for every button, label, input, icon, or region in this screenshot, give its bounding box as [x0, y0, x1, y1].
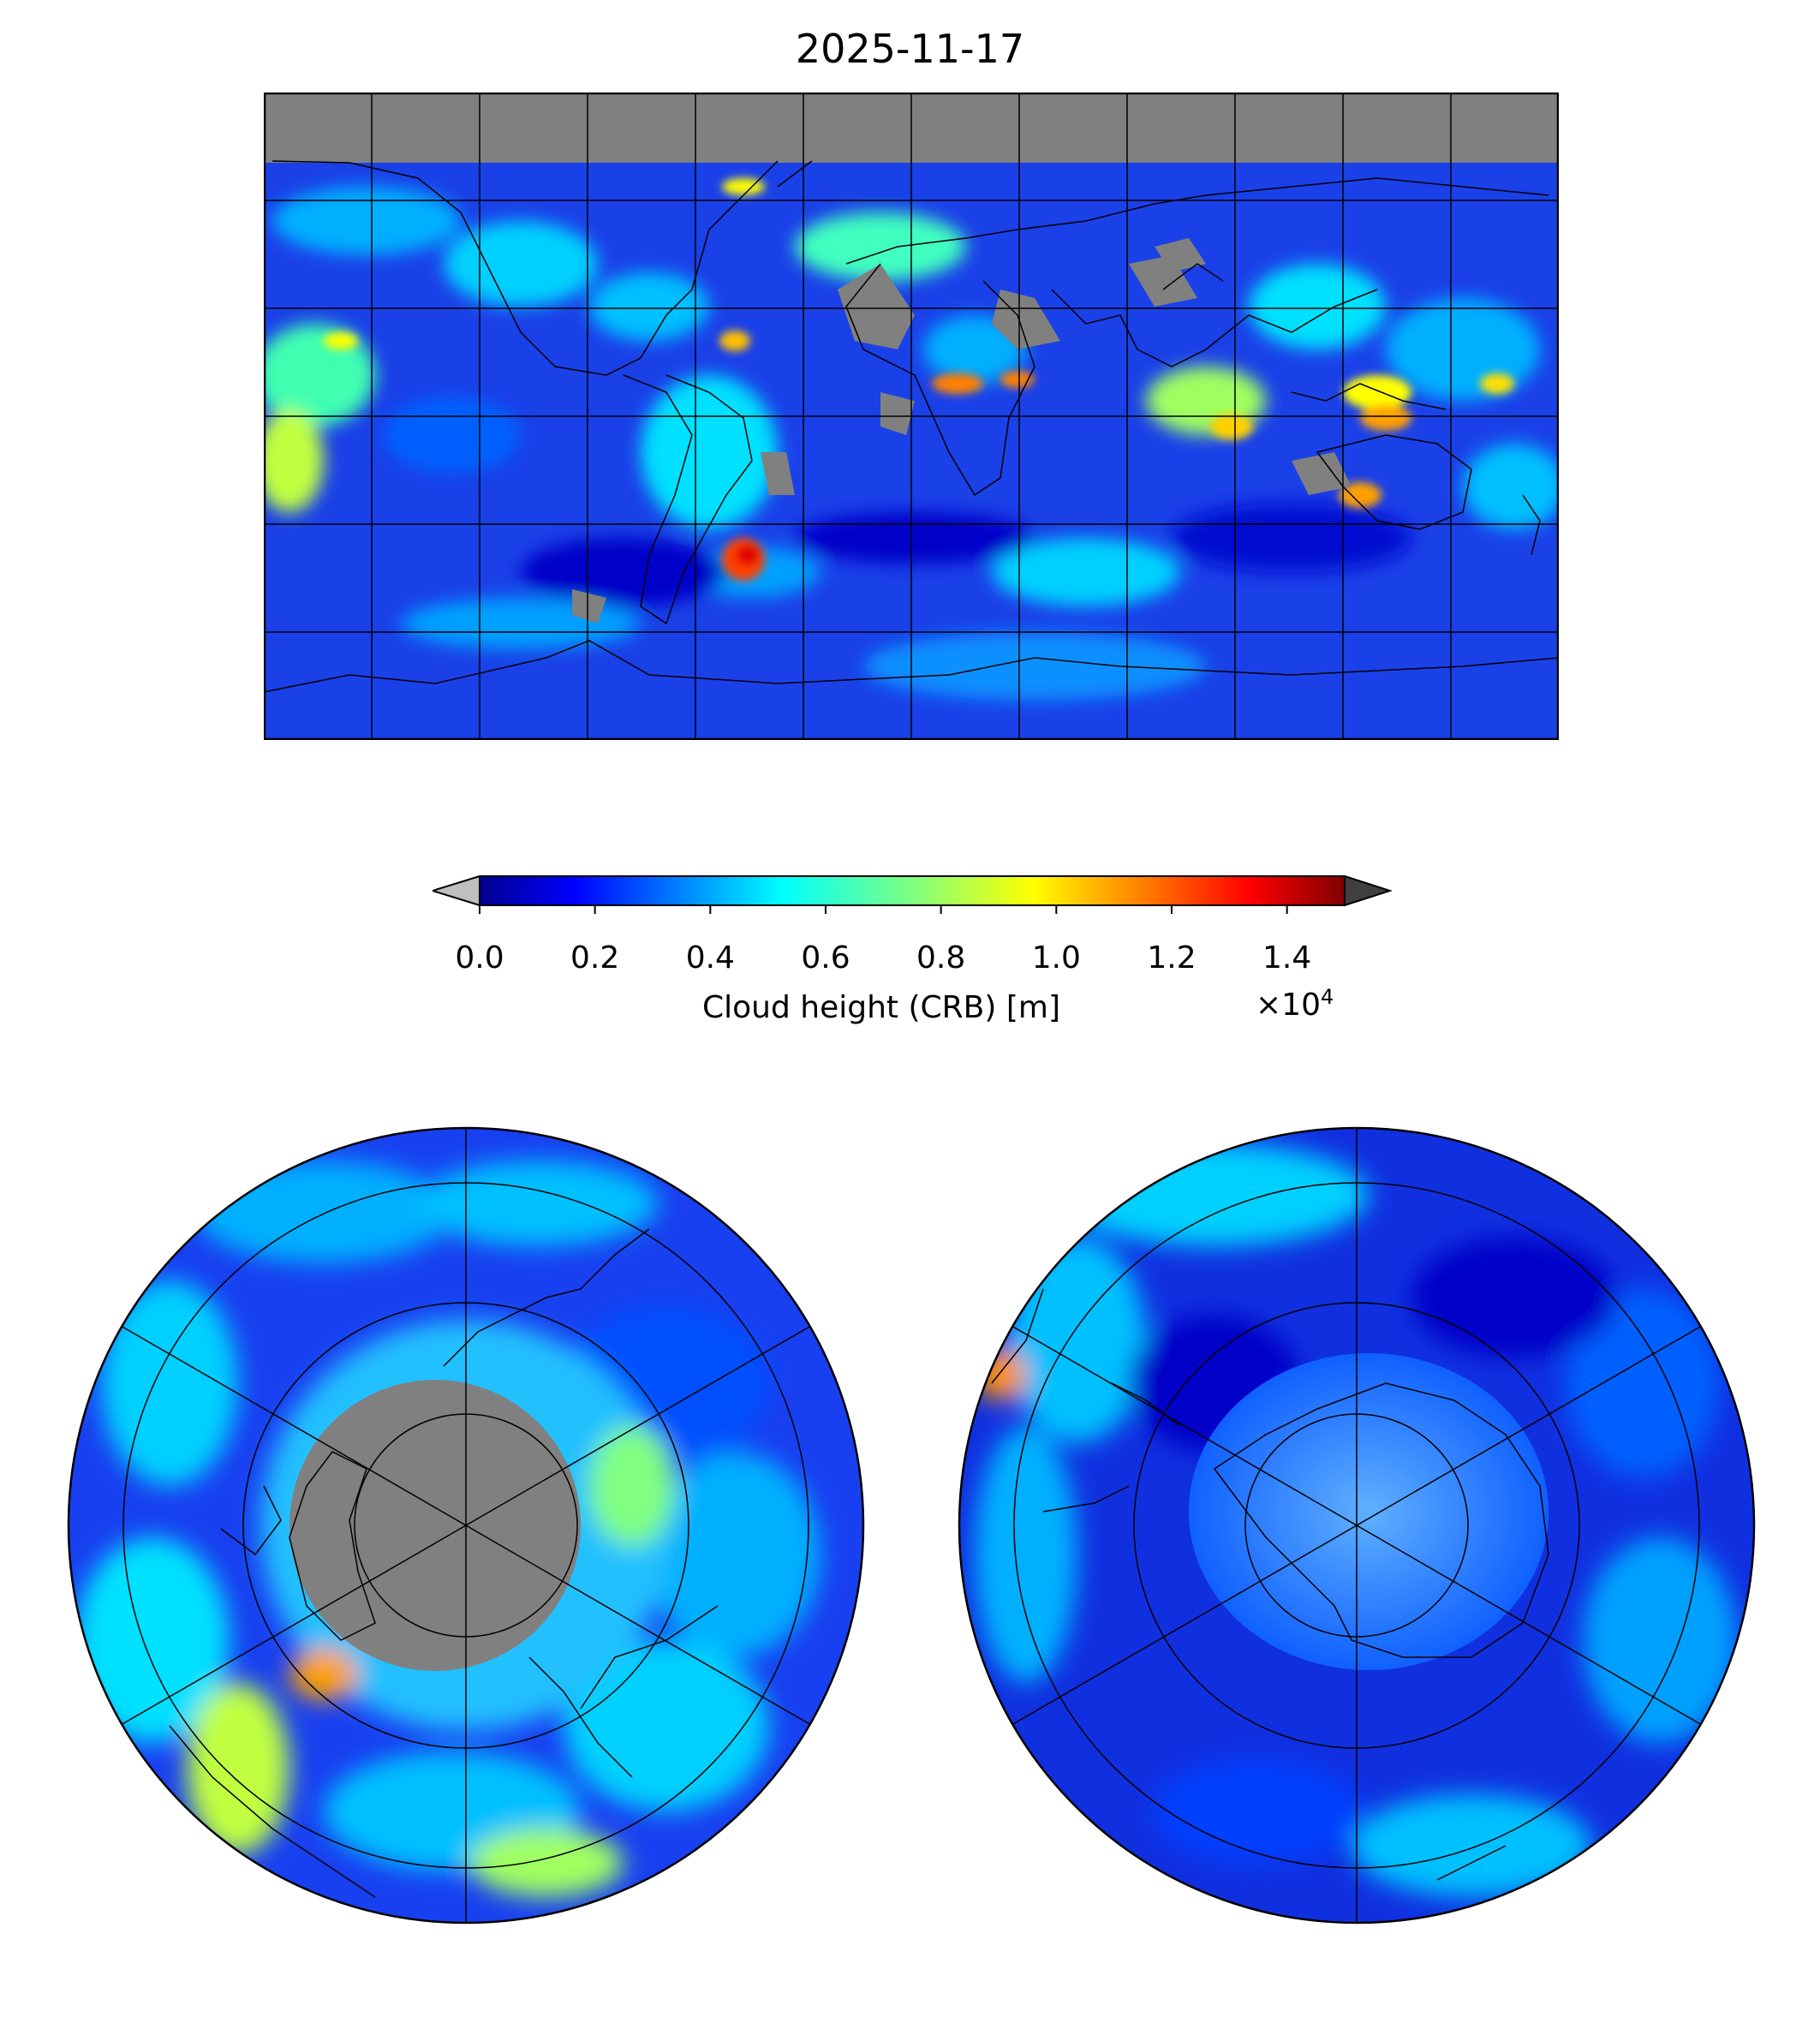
colorbar-extend-high [1344, 875, 1392, 907]
cloud-texture [975, 1143, 1737, 1897]
multiplier-base: ×10 [1256, 988, 1321, 1023]
map-frame [264, 92, 1559, 740]
map-frame [67, 1126, 865, 1925]
north-polar-map [67, 1126, 865, 1925]
graticule [264, 92, 1559, 740]
graticule [120, 1128, 812, 1923]
colorbar-tick-label: 0.0 [455, 940, 504, 976]
colorbar-tick-label: 0.4 [685, 940, 735, 976]
colorbar-label: Cloud height (CRB) [m] [702, 990, 1061, 1025]
map-frame [958, 1126, 1756, 1925]
colorbar-tick-label: 0.6 [801, 940, 850, 976]
graticule [1011, 1128, 1703, 1923]
colorbar-extend-low [433, 875, 480, 907]
antarctic-region [1189, 1353, 1548, 1670]
colorbar-tick-label: 0.8 [916, 940, 966, 976]
land-no-data [572, 238, 1352, 624]
coastlines [264, 160, 1559, 693]
colorbar [433, 875, 1392, 914]
multiplier-exponent: 4 [1320, 985, 1334, 1009]
colorbar-tick-label: 0.2 [570, 940, 620, 976]
colorbar-tick-label: 1.4 [1262, 940, 1312, 976]
colorbar-tick-label: 1.2 [1147, 940, 1196, 976]
global-map [264, 92, 1559, 740]
colorbar-tick-label: 1.0 [1031, 940, 1081, 976]
south-polar-map [958, 1126, 1756, 1925]
polar-no-data [289, 1380, 581, 1671]
figure-title: 2025-11-17 [795, 26, 1025, 72]
colorbar-multiplier: ×104 [1256, 985, 1334, 1023]
colorbar-ticks [479, 905, 1288, 914]
colorbar-gradient [479, 875, 1346, 906]
